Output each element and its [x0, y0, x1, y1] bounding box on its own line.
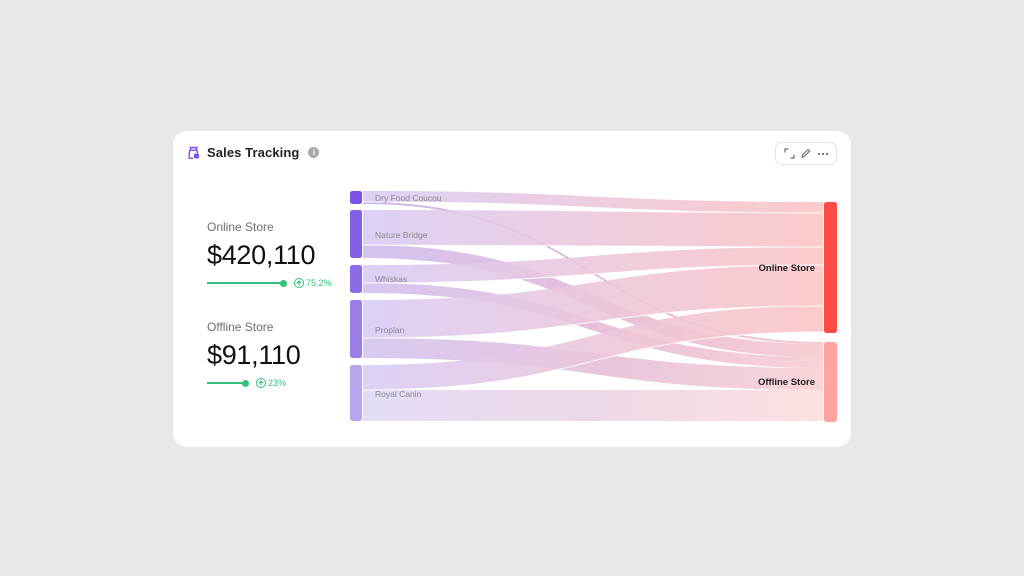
node-royal-canin[interactable] — [350, 365, 362, 421]
card-toolbar — [775, 142, 837, 165]
label-proplan: Proplan — [375, 325, 405, 335]
progress-bar — [207, 379, 249, 387]
flow-dry-food-online[interactable] — [363, 191, 823, 213]
flows-online — [363, 191, 823, 390]
node-whiskas[interactable] — [350, 265, 362, 293]
shopping-bag-icon — [188, 146, 199, 159]
node-nature-bridge[interactable] — [350, 210, 362, 258]
metric-online-store: Online Store $420,110 75.2% — [207, 220, 332, 288]
node-proplan[interactable] — [350, 300, 362, 358]
node-online-store[interactable] — [824, 202, 837, 333]
node-offline-store[interactable] — [824, 342, 837, 422]
card-title: Sales Tracking — [207, 145, 300, 160]
source-labels: Dry Food Coucou Nature Bridge Whiskas Pr… — [375, 193, 442, 399]
pencil-icon — [801, 148, 811, 158]
expand-icon — [784, 148, 795, 159]
info-icon[interactable]: i — [308, 147, 320, 158]
more-horizontal-icon — [817, 152, 828, 155]
node-dry-food-coucou[interactable] — [350, 191, 362, 204]
label-nature-bridge: Nature Bridge — [375, 230, 428, 240]
source-nodes — [350, 191, 362, 421]
sales-tracking-card: Sales Tracking i Online Store $420,110 — [173, 131, 851, 447]
delta-badge: 75.2% — [294, 278, 332, 288]
flow-royal-canin-online[interactable] — [363, 306, 823, 390]
metric-label: Offline Store — [207, 320, 274, 334]
flow-proplan-online[interactable] — [363, 265, 823, 338]
more-button[interactable] — [816, 147, 830, 161]
label-royal-canin: Royal Canin — [375, 389, 422, 399]
metric-progress: 75.2% — [207, 278, 332, 288]
metric-value: $91,110 — [207, 340, 301, 370]
label-dry-food-coucou: Dry Food Coucou — [375, 193, 442, 203]
target-nodes — [824, 202, 837, 422]
metric-value: $420,110 — [207, 240, 316, 270]
metric-offline-store: Offline Store $91,110 23% — [207, 320, 301, 388]
target-labels: Online Store Offline Store — [758, 263, 815, 388]
arrow-up-circle-icon — [294, 278, 304, 288]
label-offline-store: Offline Store — [758, 377, 815, 388]
flow-nature-bridge-online[interactable] — [363, 210, 823, 247]
edit-button[interactable] — [799, 147, 813, 161]
metric-progress: 23% — [207, 378, 301, 388]
flow-proplan-offline[interactable] — [363, 338, 823, 390]
progress-dot — [242, 379, 249, 387]
delta-value: 75.2% — [306, 278, 332, 288]
flow-whiskas-offline[interactable] — [363, 283, 823, 368]
flow-royal-canin-offline[interactable] — [363, 390, 823, 421]
metric-label: Online Store — [207, 220, 274, 234]
card-header: Sales Tracking i — [187, 145, 320, 160]
arrow-up-circle-icon — [256, 378, 266, 388]
sankey-chart: Dry Food Coucou Nature Bridge Whiskas Pr… — [350, 191, 837, 422]
delta-badge: 23% — [256, 378, 286, 388]
flow-separators — [362, 201, 824, 391]
flow-whiskas-online[interactable] — [363, 247, 823, 283]
delta-value: 23% — [268, 378, 287, 388]
progress-bar — [207, 279, 287, 287]
expand-button[interactable] — [782, 147, 796, 161]
progress-dot — [280, 279, 287, 287]
label-online-store: Online Store — [759, 263, 815, 274]
label-whiskas: Whiskas — [375, 274, 407, 284]
